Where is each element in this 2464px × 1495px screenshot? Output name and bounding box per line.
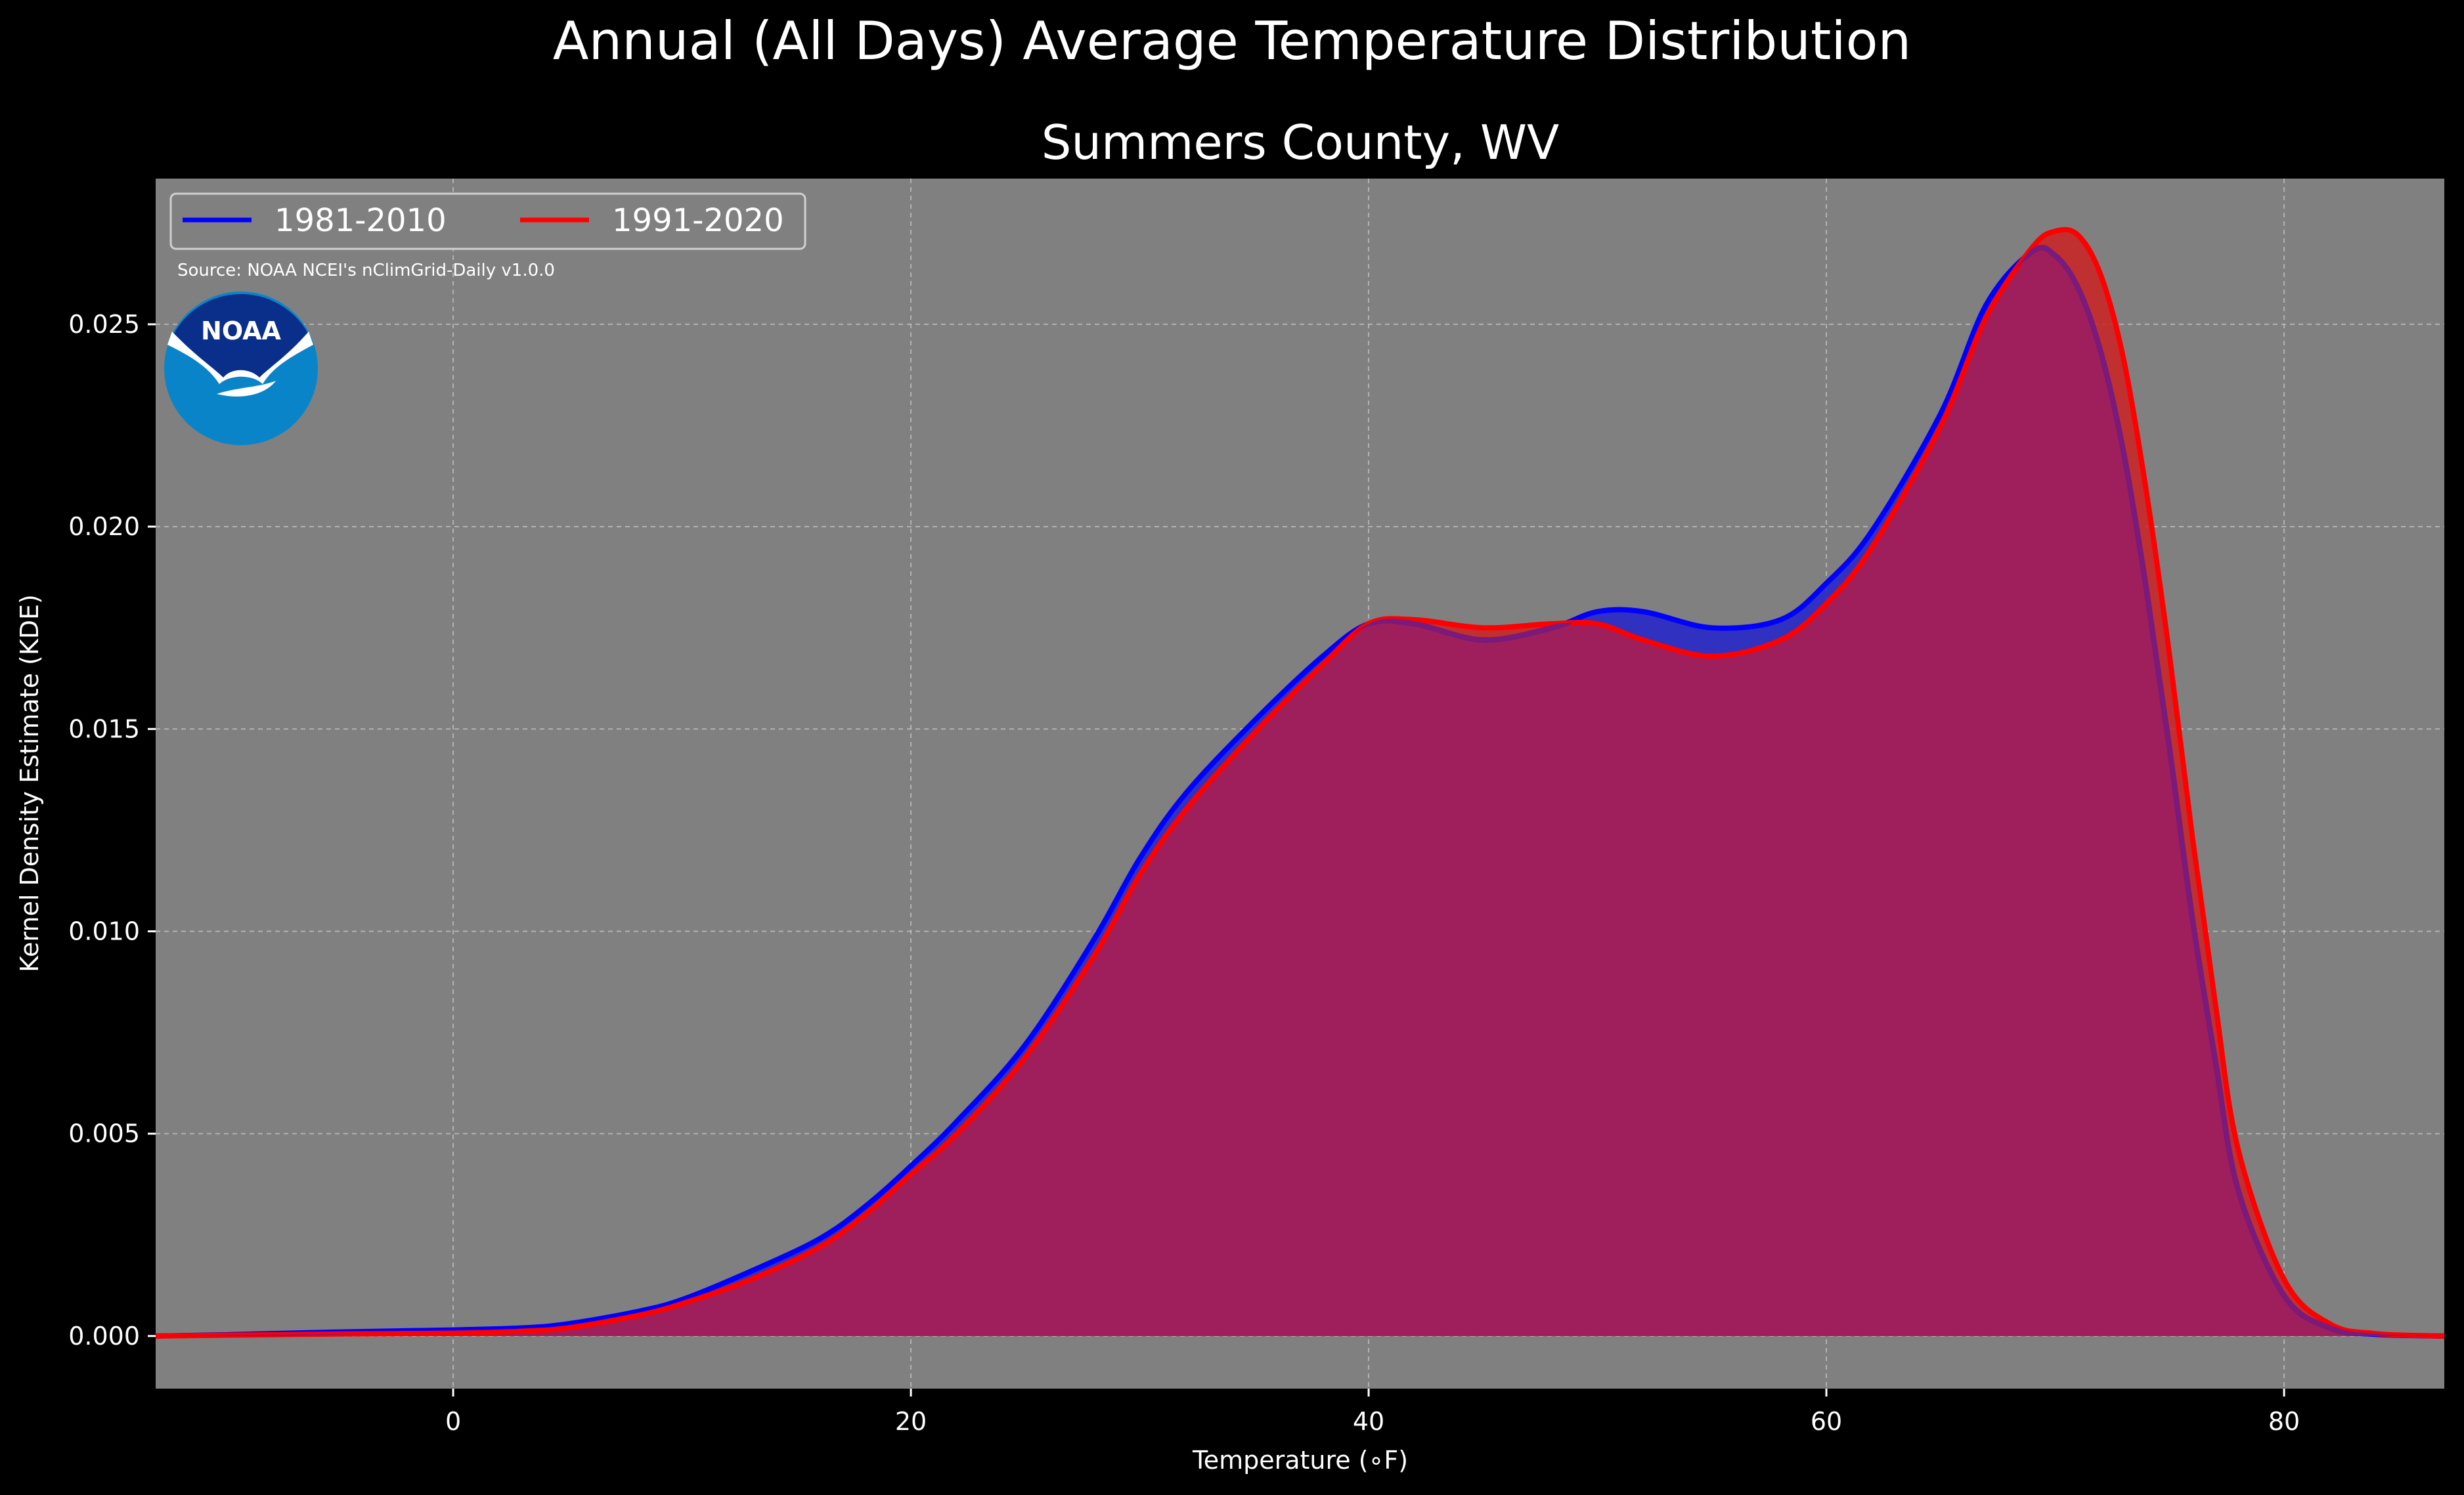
y-tick-label: 0.020: [68, 512, 140, 541]
x-tick-label: 40: [1353, 1407, 1384, 1436]
chart-title: Summers County, WV: [1042, 115, 1560, 170]
y-tick-label: 0.025: [68, 310, 140, 339]
series-lines: [155, 227, 2445, 1339]
legend-box: [169, 192, 806, 250]
axis-ticks: 0 20 40 60 80 0.000 0.005 0.010 0.015 0.020 0.025: [68, 310, 2300, 1436]
series-line-1991-2020: [155, 227, 2445, 1339]
source-note: Source: NOAA NCEI's nClimGrid-Daily v1.0…: [177, 261, 555, 280]
y-tick-label: 0.010: [68, 917, 140, 945]
y-tick-label: 0.000: [68, 1322, 140, 1351]
logo-text: NOAA: [201, 316, 281, 345]
y-tick-label: 0.015: [68, 714, 140, 743]
series-fills: [156, 229, 2444, 1336]
x-tick-label: 60: [1811, 1407, 1842, 1436]
noaa-logo-icon: NOAA: [164, 292, 318, 445]
y-axis-label: Kernel Density Estimate (KDE): [15, 594, 44, 972]
x-axis-label: Temperature (∘F): [1192, 1446, 1408, 1475]
legend-label-1991-2020: 1991-2020: [612, 202, 784, 239]
x-tick-label: 80: [2268, 1407, 2300, 1436]
chart-suptitle: Annual (All Days) Average Temperature Di…: [553, 11, 1911, 72]
legend: 1981-2010 1991-2020: [169, 192, 806, 250]
overlap-area: [156, 248, 2444, 1336]
legend-label-1981-2010: 1981-2010: [275, 202, 447, 239]
x-tick-label: 0: [445, 1407, 461, 1436]
y-tick-label: 0.005: [68, 1119, 140, 1148]
x-tick-label: 20: [895, 1407, 927, 1436]
